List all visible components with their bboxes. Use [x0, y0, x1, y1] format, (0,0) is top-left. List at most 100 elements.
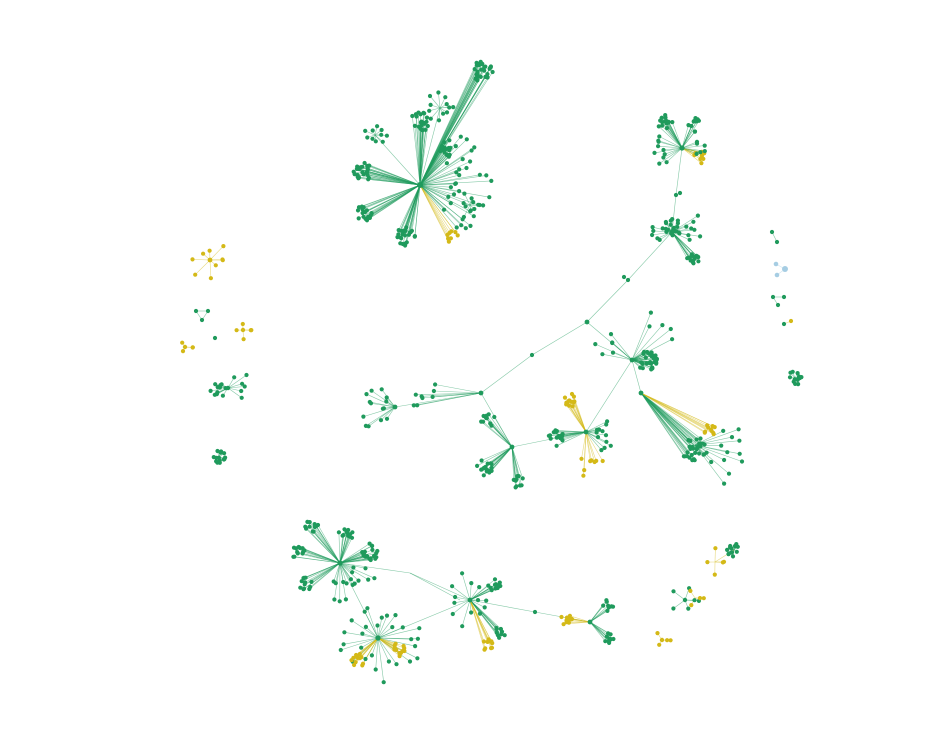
graph-node: [213, 382, 218, 387]
graph-node: [691, 457, 697, 462]
graph-node: [384, 395, 389, 400]
graph-node: [570, 404, 575, 409]
graph-edge: [469, 599, 492, 642]
graph-edge: [419, 162, 448, 186]
graph-node: [336, 530, 341, 535]
graph-edge: [640, 392, 688, 453]
graph-edge: [694, 444, 743, 462]
graph-node: [379, 127, 384, 133]
graph-node: [721, 428, 726, 433]
graph-node: [492, 577, 498, 582]
graph-node: [788, 318, 794, 324]
graph-node: [702, 442, 707, 447]
graph-edge: [419, 184, 455, 195]
graph-node: [712, 425, 717, 430]
graph-node: [362, 553, 367, 559]
graph-node: [341, 532, 346, 538]
graph-edge: [673, 599, 686, 609]
graph-node: [234, 328, 239, 333]
graph-node: [422, 121, 427, 126]
graph-edge: [309, 562, 341, 590]
graph-node: [468, 223, 473, 228]
graph-edge: [362, 171, 421, 186]
graph-edge: [414, 184, 421, 237]
graph-node: [472, 206, 477, 212]
graph-edge: [461, 573, 471, 601]
graph-node: [372, 576, 377, 581]
graph-edge: [419, 184, 451, 188]
graph-node: [694, 141, 700, 146]
graph-node: [725, 547, 730, 553]
graph-node: [673, 192, 679, 198]
graph-edge: [454, 599, 471, 604]
graph-node: [457, 167, 462, 172]
graph-node: [296, 544, 301, 550]
graph-node: [481, 473, 486, 478]
graph-node: [406, 232, 411, 237]
graph-node: [562, 395, 568, 400]
graph-node: [520, 476, 525, 481]
graph-node: [640, 366, 645, 371]
graph-node: [393, 641, 398, 646]
graph-node: [488, 421, 493, 426]
graph-node: [561, 622, 566, 627]
graph-edge: [640, 392, 688, 457]
graph-node: [625, 277, 631, 283]
graph-edge: [419, 136, 462, 186]
graph-node: [669, 229, 675, 235]
graph-node: [350, 582, 355, 588]
graph-node: [709, 459, 714, 465]
graph-edge: [640, 392, 699, 447]
graph-node: [481, 203, 486, 208]
graph-edge: [304, 562, 341, 583]
graph-node: [394, 647, 399, 653]
graph-edge: [227, 383, 243, 389]
graph-node: [692, 119, 697, 124]
graph-node: [415, 403, 420, 408]
graph-node: [692, 598, 697, 603]
graph-node: [338, 647, 343, 653]
graph-node: [442, 207, 447, 212]
graph-node: [684, 224, 689, 229]
graph-node: [682, 597, 688, 603]
graph-node: [668, 222, 673, 227]
graph-node: [439, 146, 444, 151]
graph-node: [453, 230, 458, 235]
graph-edge: [666, 147, 683, 163]
graph-node: [657, 642, 662, 647]
graph-node: [490, 69, 495, 75]
graph-edge: [694, 444, 725, 484]
graph-node: [698, 156, 703, 162]
graph-node: [726, 552, 731, 557]
graph-node: [428, 116, 433, 121]
graph-edge: [681, 147, 701, 153]
graph-node: [654, 361, 659, 366]
graph-node: [797, 375, 803, 381]
graph-node: [661, 147, 666, 153]
graph-node: [497, 635, 502, 640]
graph-edge: [469, 599, 536, 613]
graph-node: [659, 115, 664, 120]
graph-node: [472, 67, 477, 72]
graph-node: [502, 633, 507, 638]
graph-edge: [419, 184, 471, 212]
graph-node: [611, 636, 616, 642]
graph-node: [348, 577, 353, 582]
graph-node: [478, 59, 483, 64]
graph-edge: [653, 230, 673, 233]
graph-edge: [398, 184, 421, 235]
graph-node: [180, 340, 185, 345]
graph-node: [482, 605, 487, 610]
graph-edge: [631, 324, 663, 361]
graph-edge: [343, 637, 379, 645]
graph-node: [360, 631, 365, 636]
graph-node: [352, 662, 357, 668]
graph-node: [433, 382, 438, 387]
graph-edge: [572, 406, 587, 433]
graph-node: [696, 444, 701, 449]
graph-node: [212, 335, 218, 341]
graph-node: [373, 667, 378, 672]
graph-node: [657, 161, 662, 166]
graph-edge: [419, 184, 452, 232]
graph-node: [621, 274, 627, 280]
